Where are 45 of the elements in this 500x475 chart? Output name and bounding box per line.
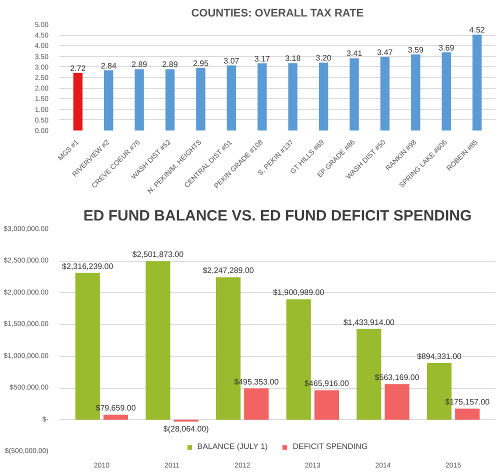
data-label: 3.59 <box>408 45 424 54</box>
data-label: 3.07 <box>224 56 240 66</box>
data-label: 4.52 <box>469 26 486 35</box>
bar <box>134 69 144 130</box>
data-label: $(28,064.00) <box>163 424 210 434</box>
data-label: 3.47 <box>377 48 394 57</box>
legend-label: DEFICIT SPENDING <box>292 442 368 451</box>
bar <box>196 68 206 130</box>
bar <box>442 52 451 130</box>
bar <box>318 62 328 130</box>
bar <box>472 34 482 130</box>
bar <box>455 408 480 420</box>
data-label: 2.89 <box>132 60 148 70</box>
data-label: 2.72 <box>70 64 86 73</box>
data-label: $1,900,989.00 <box>273 288 325 298</box>
data-label: 2.95 <box>192 58 210 68</box>
data-label: $2,316,239.00 <box>62 262 114 271</box>
bar <box>103 414 128 420</box>
bar <box>314 390 340 420</box>
data-label: 2.89 <box>162 60 178 70</box>
data-label: 3.69 <box>438 43 455 52</box>
data-label: 2.84 <box>100 61 117 70</box>
data-label: $2,247,289.00 <box>202 266 254 276</box>
bar <box>73 72 83 130</box>
data-label: $1,433,914.00 <box>343 318 396 327</box>
bar <box>146 261 170 420</box>
bar <box>380 56 390 130</box>
bar <box>244 388 269 420</box>
bar <box>104 70 114 130</box>
chart-title: ED FUND BALANCE VS. ED FUND DEFICIT SPENDING <box>83 208 472 224</box>
data-label: 3.18 <box>285 54 302 64</box>
data-label: 3.41 <box>346 49 363 58</box>
bar <box>384 384 410 420</box>
data-label: $2,501,873.00 <box>132 250 184 260</box>
bar <box>226 65 236 130</box>
chart-title: COUNTIES: OVERALL TAX RATE <box>191 8 364 20</box>
bar <box>165 69 175 130</box>
legend-label: BALANCE (JULY 1) <box>197 442 268 451</box>
bar <box>411 54 420 130</box>
data-label: 3.17 <box>254 54 270 64</box>
bar <box>258 63 267 130</box>
bar <box>288 63 298 130</box>
data-label: $894,331.00 <box>417 352 462 362</box>
bar <box>350 58 359 130</box>
data-label: 3.20 <box>316 54 332 63</box>
